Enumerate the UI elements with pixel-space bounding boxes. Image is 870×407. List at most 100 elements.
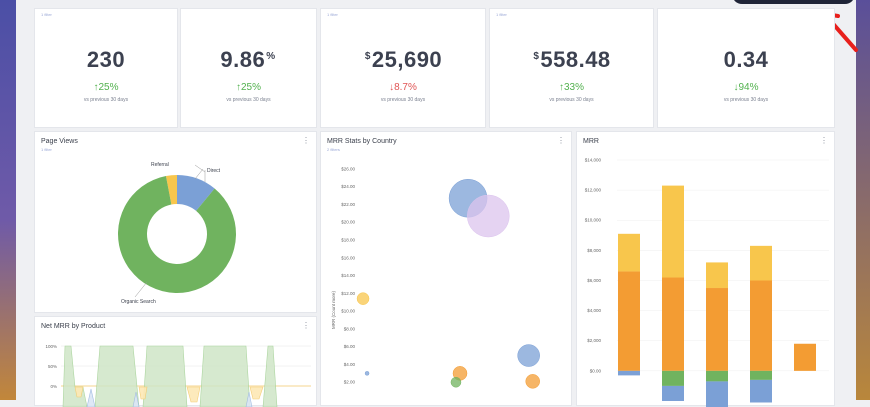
kpi-card[interactable]: 0.34 ↓94% vs previous 30 days — [657, 8, 835, 128]
mrr-country-panel[interactable]: MRR Stats by Country 2 filters ⋮ MRR (Co… — [320, 131, 572, 406]
kpi-card[interactable]: 1 filter $25,690 ↓8.7% vs previous 30 da… — [320, 8, 486, 128]
bar-yellow — [706, 262, 728, 289]
y-tick-label: $24.00 — [341, 184, 355, 189]
bar-green — [662, 370, 684, 386]
kpi-card[interactable]: 1 filter 230 ↑25% vs previous 30 days — [34, 8, 178, 128]
page-views-panel[interactable]: Page Views 1 filter ⋮ Referral Direct Or… — [34, 131, 317, 313]
y-tick-label: $0.00 — [590, 368, 602, 373]
mrr-country-scatter-chart: MRR (Count more) $26.00 $24.00 $22.00 $20.0… — [331, 166, 540, 389]
pie-slice-organic-search — [118, 176, 236, 293]
kpi-change: ↓8.7% — [389, 82, 417, 93]
y-tick-label: $8,000 — [587, 248, 601, 253]
y-axis-label: MRR (Count more) — [331, 291, 336, 330]
pie-slice-direct — [177, 175, 215, 211]
more-options-icon[interactable]: ⋮ — [557, 136, 565, 145]
referral-leader-line — [194, 164, 206, 173]
y-tick-label: $8.00 — [344, 326, 356, 331]
kpi-comparison-note: vs previous 30 days — [549, 97, 594, 103]
bar-orange — [618, 271, 640, 371]
kpi-card[interactable]: 1 filter $558.48 ↑33% vs previous 30 day… — [489, 8, 654, 128]
bar-orange — [750, 280, 772, 371]
organic-leader-line — [134, 281, 148, 298]
bar-orange — [662, 277, 684, 371]
bar-green — [750, 370, 772, 380]
page-views-chart: Referral Direct Organic Search — [118, 162, 236, 305]
y-tick-label: $18.00 — [341, 238, 355, 243]
y-tick-label: 50% — [48, 364, 57, 369]
kpi-comparison-note: vs previous 30 days — [380, 97, 426, 103]
panel-title: MRR — [583, 138, 599, 145]
y-tick-label: $4,000 — [587, 308, 601, 313]
more-options-icon[interactable]: ⋮ — [302, 321, 310, 330]
bubble — [450, 376, 462, 388]
kpi-filter-label: 1 filter — [327, 12, 338, 17]
mrr-panel[interactable]: MRR ⋮ $14,000 $12,000 $10,000 $8,000 $6,000 $… — [576, 131, 835, 407]
mrr-stacked-bar-chart: $14,000 $12,000 $10,000 $8,000 $6,000 $4,000 $… — [585, 158, 829, 407]
y-tick-label: $6,000 — [587, 278, 601, 283]
y-tick-label: $14.00 — [341, 273, 355, 278]
kpi-value: $25,690 — [364, 47, 443, 72]
net-mrr-chart: 100% 50% 0% — [45, 344, 311, 407]
kpi-filter-label: 1 filter — [41, 12, 52, 17]
y-tick-label: $12.00 — [341, 291, 355, 296]
y-tick-label: $22.00 — [341, 202, 355, 207]
kpi-comparison-note: vs previous 30 days — [723, 97, 769, 103]
y-tick-label: 100% — [45, 344, 57, 349]
header-action-button[interactable] — [732, 0, 855, 4]
bar-yellow — [662, 185, 684, 278]
kpi-value: 230 — [86, 47, 126, 72]
panel-title: MRR Stats by Country — [327, 138, 397, 145]
more-options-icon[interactable]: ⋮ — [302, 136, 310, 145]
y-tick-label: $20.00 — [341, 220, 355, 225]
direct-leader-line — [194, 168, 204, 180]
bubble — [364, 371, 370, 376]
kpi-comparison-note: vs previous 30 days — [226, 97, 271, 103]
y-tick-label: $10.00 — [341, 309, 355, 314]
area-series-green — [62, 345, 278, 407]
bar-orange — [706, 288, 728, 371]
panel-filter-label: 1 filter — [41, 147, 52, 152]
y-tick-label: $14,000 — [585, 158, 602, 163]
y-tick-label: 0% — [50, 384, 57, 389]
y-tick-label: $4.00 — [344, 362, 356, 367]
direct-label: Direct — [207, 168, 221, 174]
y-tick-label: $2.00 — [344, 380, 356, 385]
window-frame-left — [0, 0, 16, 400]
area-series-yellow — [74, 386, 264, 403]
window-frame-right — [856, 0, 870, 400]
kpi-value: $558.48 — [533, 47, 611, 72]
panel-title: Page Views — [41, 138, 78, 145]
net-mrr-panel[interactable]: Net MRR by Product ⋮ 100% 50% 0% — [34, 316, 317, 407]
y-tick-label: $6.00 — [344, 344, 356, 349]
bubble — [467, 194, 510, 238]
y-tick-label: $16.00 — [341, 255, 355, 260]
bubble — [525, 374, 540, 389]
kpi-change: ↑25% — [93, 82, 119, 93]
bar-blue — [662, 385, 684, 401]
kpi-filter-label: 1 filter — [496, 12, 507, 17]
kpi-card[interactable]: 9.86% ↑25% vs previous 30 days — [180, 8, 317, 128]
y-tick-label: $10,000 — [585, 218, 602, 223]
bubble — [517, 344, 540, 367]
kpi-value: 0.34 — [723, 47, 769, 72]
bar-yellow — [618, 233, 640, 272]
organic-label: Organic Search — [121, 299, 156, 305]
bar-blue — [618, 370, 640, 376]
bar-green — [706, 370, 728, 382]
panel-filter-label: 2 filters — [327, 147, 340, 152]
y-tick-label: $26.00 — [341, 166, 355, 171]
referral-label: Referral — [151, 162, 169, 168]
bar-orange — [794, 343, 816, 371]
pie-slice-referral — [165, 175, 177, 205]
bar-yellow — [750, 245, 772, 281]
panel-title: Net MRR by Product — [41, 323, 106, 330]
kpi-change: ↑25% — [235, 82, 261, 93]
bar-blue — [706, 381, 728, 407]
bar-blue — [750, 379, 772, 403]
kpi-value: 9.86% — [220, 47, 276, 72]
y-tick-label: $12,000 — [585, 188, 602, 193]
kpi-change: ↓94% — [733, 82, 759, 93]
y-tick-label: $2,000 — [587, 338, 601, 343]
more-options-icon[interactable]: ⋮ — [820, 136, 828, 145]
kpi-change: ↑33% — [558, 82, 584, 93]
